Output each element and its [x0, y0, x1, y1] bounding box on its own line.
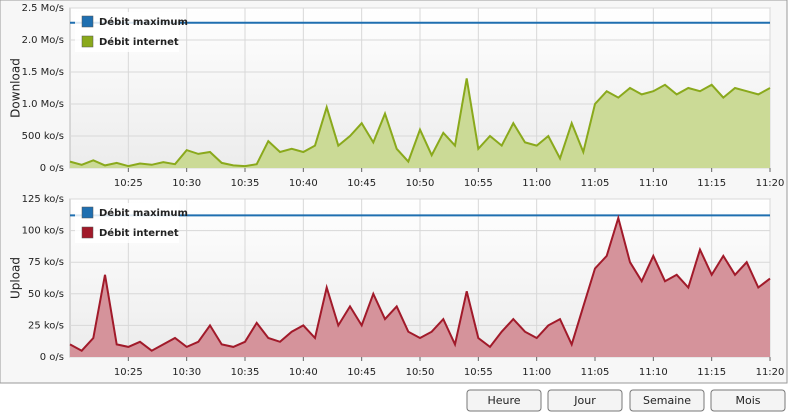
y-tick-label: 50 ko/s [28, 289, 64, 300]
button-label: Semaine [643, 394, 691, 407]
button-label: Heure [487, 394, 520, 407]
legend-label: Débit maximum [99, 16, 188, 28]
x-tick-label: 10:30 [172, 367, 201, 378]
y-tick-label: 125 ko/s [22, 194, 64, 205]
x-tick-label: 11:15 [697, 367, 726, 378]
x-tick-label: 10:35 [231, 367, 260, 378]
x-tick-label: 10:45 [347, 367, 376, 378]
x-tick-label: 10:50 [406, 367, 435, 378]
legend-swatch [81, 15, 94, 28]
y-tick-label: 0 o/s [40, 352, 64, 363]
button-frame [547, 389, 623, 412]
x-tick-label: 10:30 [172, 178, 201, 189]
y-tick-label: 25 ko/s [28, 320, 64, 331]
legend-swatch [81, 35, 94, 48]
x-tick-label: 11:10 [639, 178, 668, 189]
legend-swatch [81, 206, 94, 219]
legend-label: Débit maximum [99, 207, 188, 219]
series-line [69, 78, 771, 168]
y-tick-label: 0 o/s [40, 163, 64, 174]
x-tick-label: 10:25 [114, 178, 143, 189]
x-tick-label: 10:55 [464, 367, 493, 378]
button-label: Jour [573, 394, 596, 407]
x-tick-label: 11:05 [581, 367, 610, 378]
y-tick-label: 1.0 Mo/s [22, 99, 64, 110]
x-tick-label: 10:50 [406, 178, 435, 189]
x-tick-label: 10:25 [114, 367, 143, 378]
y-tick-label: 500 ko/s [22, 131, 64, 142]
y-tick-label: 100 ko/s [22, 226, 64, 237]
area-fill [70, 218, 770, 357]
series-line [69, 214, 771, 352]
legend-label: Débit internet [99, 36, 179, 48]
y-axis-label: Download [9, 58, 23, 118]
button-frame [466, 389, 542, 412]
button[interactable]: Jour [547, 389, 623, 412]
legend-label: Débit internet [99, 227, 179, 239]
x-tick-label: 10:45 [347, 178, 376, 189]
y-tick-label: 2.0 Mo/s [22, 35, 64, 46]
x-tick-label: 11:00 [522, 178, 551, 189]
x-tick-label: 11:20 [756, 178, 785, 189]
legend-swatch [81, 226, 94, 239]
x-tick-label: 11:05 [581, 178, 610, 189]
x-tick-label: 10:40 [289, 178, 318, 189]
button-label: Mois [735, 394, 760, 407]
y-tick-label: 2.5 Mo/s [22, 3, 64, 14]
x-tick-label: 10:35 [231, 178, 260, 189]
button-frame [629, 389, 705, 412]
button[interactable]: Mois [710, 389, 786, 412]
x-tick-label: 10:55 [464, 178, 493, 189]
x-tick-label: 11:10 [639, 367, 668, 378]
x-tick-label: 11:15 [697, 178, 726, 189]
y-tick-label: 75 ko/s [28, 257, 64, 268]
y-tick-label: 1.5 Mo/s [22, 67, 64, 78]
area-fill [70, 78, 770, 168]
x-tick-label: 10:40 [289, 367, 318, 378]
button[interactable]: Semaine [629, 389, 705, 412]
x-tick-label: 11:00 [522, 367, 551, 378]
x-tick-label: 11:20 [756, 367, 785, 378]
y-axis-label: Upload [9, 257, 23, 299]
button[interactable]: Heure [466, 389, 542, 412]
button-frame [710, 389, 786, 412]
